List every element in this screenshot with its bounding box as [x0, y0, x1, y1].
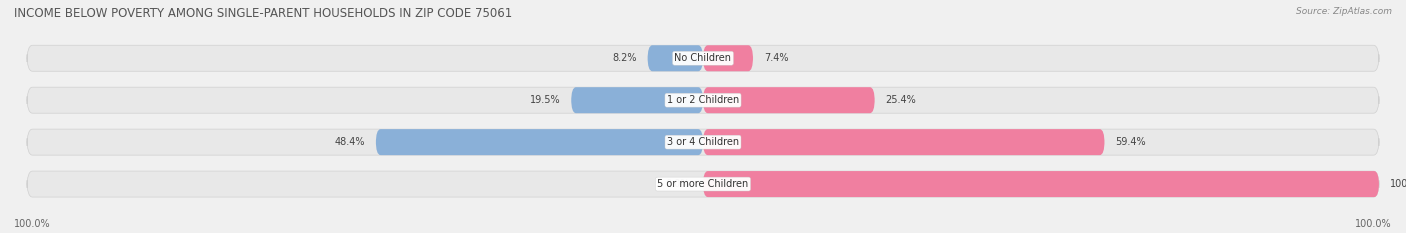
FancyBboxPatch shape — [703, 87, 875, 113]
Text: Source: ZipAtlas.com: Source: ZipAtlas.com — [1296, 7, 1392, 16]
FancyBboxPatch shape — [27, 87, 1379, 113]
Text: 8.2%: 8.2% — [612, 53, 637, 63]
FancyBboxPatch shape — [703, 45, 754, 71]
Text: INCOME BELOW POVERTY AMONG SINGLE-PARENT HOUSEHOLDS IN ZIP CODE 75061: INCOME BELOW POVERTY AMONG SINGLE-PARENT… — [14, 7, 512, 20]
Text: 100.0%: 100.0% — [1389, 179, 1406, 189]
Text: 19.5%: 19.5% — [530, 95, 561, 105]
Text: 48.4%: 48.4% — [335, 137, 366, 147]
Text: 7.4%: 7.4% — [763, 53, 789, 63]
Text: 0.0%: 0.0% — [665, 179, 689, 189]
Text: 5 or more Children: 5 or more Children — [658, 179, 748, 189]
Text: 59.4%: 59.4% — [1115, 137, 1146, 147]
FancyBboxPatch shape — [703, 171, 1379, 197]
FancyBboxPatch shape — [648, 45, 703, 71]
Text: No Children: No Children — [675, 53, 731, 63]
FancyBboxPatch shape — [27, 129, 1379, 155]
FancyBboxPatch shape — [27, 171, 1379, 197]
FancyBboxPatch shape — [375, 129, 703, 155]
FancyBboxPatch shape — [571, 87, 703, 113]
Text: 25.4%: 25.4% — [886, 95, 917, 105]
Text: 100.0%: 100.0% — [14, 219, 51, 229]
Text: 3 or 4 Children: 3 or 4 Children — [666, 137, 740, 147]
FancyBboxPatch shape — [703, 129, 1105, 155]
Text: 100.0%: 100.0% — [1355, 219, 1392, 229]
FancyBboxPatch shape — [27, 45, 1379, 71]
Text: 1 or 2 Children: 1 or 2 Children — [666, 95, 740, 105]
